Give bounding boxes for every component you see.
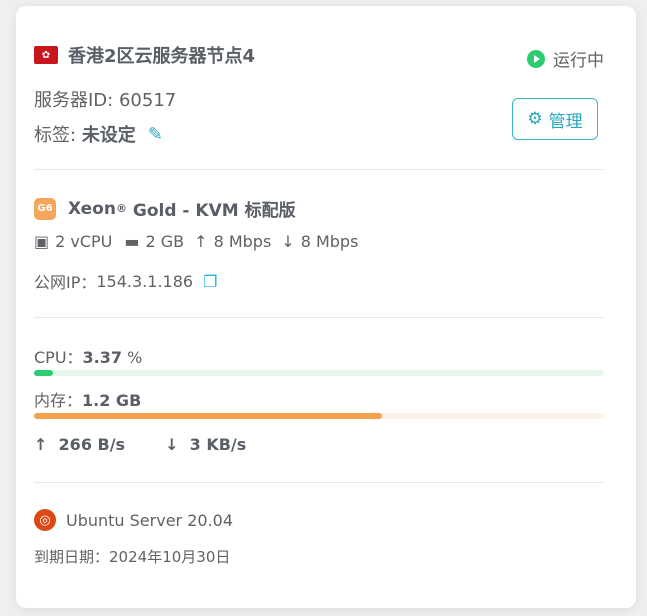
g6-badge-icon: G6	[34, 197, 56, 220]
tag-row: 标签: 未设定 ✎	[34, 121, 163, 147]
cpu-progress-bar	[34, 370, 604, 376]
ip-label: 公网IP：	[34, 273, 97, 292]
expiry-row: 到期日期：2024年10月30日	[34, 546, 230, 567]
memory-progress-fill	[34, 413, 382, 419]
server-name: 香港2区云服务器节点4	[68, 46, 256, 67]
ram-spec: 2 GB	[145, 232, 185, 251]
running-icon	[527, 49, 545, 68]
memory-label: 内存：	[34, 391, 83, 410]
os-name: Ubuntu Server 20.04	[66, 510, 234, 530]
server-card: ✿ 香港2区云服务器节点4 运行中 服务器ID: 60517 标签: 未设定 ✎…	[16, 6, 636, 608]
arrow-up-icon: ↑	[194, 232, 208, 251]
plan-name-rest: Gold - KVM 标配版	[126, 201, 296, 221]
cpu-spec: 2 vCPU	[55, 232, 113, 251]
network-traffic: ↑ 266 B/s ↓ 3 KB/s	[34, 435, 246, 454]
divider	[34, 169, 604, 170]
expiry-label: 到期日期：	[34, 548, 110, 566]
plan-specs: ▣ 2 vCPU ▬ 2 GB ↑ 8 Mbps ↓ 8 Mbps	[34, 232, 358, 251]
id-label: 服务器ID:	[34, 90, 114, 111]
arrow-up-icon: ↑	[34, 435, 48, 454]
arrow-down-icon: ↓	[165, 435, 179, 454]
expiry-date: 2024年10月30日	[109, 548, 231, 566]
memory-icon: ▬	[124, 232, 140, 251]
os-row: ◎ Ubuntu Server 20.04	[34, 509, 233, 531]
server-title: ✿ 香港2区云服务器节点4	[34, 42, 255, 68]
net-up-value: 266 B/s	[58, 435, 126, 454]
upload-spec: 8 Mbps	[213, 232, 272, 251]
divider	[34, 317, 604, 318]
manage-button[interactable]: ⚙ 管理	[512, 98, 598, 140]
download-spec: 8 Mbps	[300, 232, 359, 251]
manage-label: 管理	[548, 111, 583, 132]
arrow-down-icon: ↓	[281, 232, 295, 251]
registered-mark: ®	[115, 202, 127, 215]
memory-usage: 内存：1.2 GB	[34, 387, 141, 411]
server-id: 服务器ID: 60517	[34, 86, 176, 112]
edit-icon[interactable]: ✎	[147, 123, 163, 145]
status-badge: 运行中	[527, 46, 604, 71]
status-text: 运行中	[553, 51, 604, 71]
tag-label: 标签:	[34, 125, 77, 146]
memory-progress-bar	[34, 413, 604, 419]
gear-icon: ⚙	[527, 109, 543, 129]
divider	[34, 482, 604, 483]
tag-value: 未设定	[81, 125, 136, 146]
hong-kong-flag-icon: ✿	[34, 46, 58, 64]
cpu-label: CPU：	[34, 348, 83, 367]
cpu-progress-fill	[34, 370, 54, 376]
net-down-value: 3 KB/s	[189, 435, 247, 454]
cpu-icon: ▣	[34, 232, 50, 251]
cpu-unit: %	[122, 348, 143, 367]
plan-title: G6 Xeon ® Gold - KVM 标配版	[34, 196, 296, 221]
ip-row: 公网IP： 154.3.1.186 ❐	[34, 269, 217, 293]
cpu-usage: CPU：3.37 %	[34, 344, 142, 368]
plan-name: Xeon	[68, 198, 116, 219]
ubuntu-icon: ◎	[34, 509, 56, 531]
copy-icon[interactable]: ❐	[203, 271, 218, 291]
id-value: 60517	[118, 90, 177, 111]
memory-value: 1.2 GB	[82, 391, 142, 410]
cpu-value: 3.37	[82, 348, 123, 367]
ip-value: 154.3.1.186	[96, 271, 194, 291]
